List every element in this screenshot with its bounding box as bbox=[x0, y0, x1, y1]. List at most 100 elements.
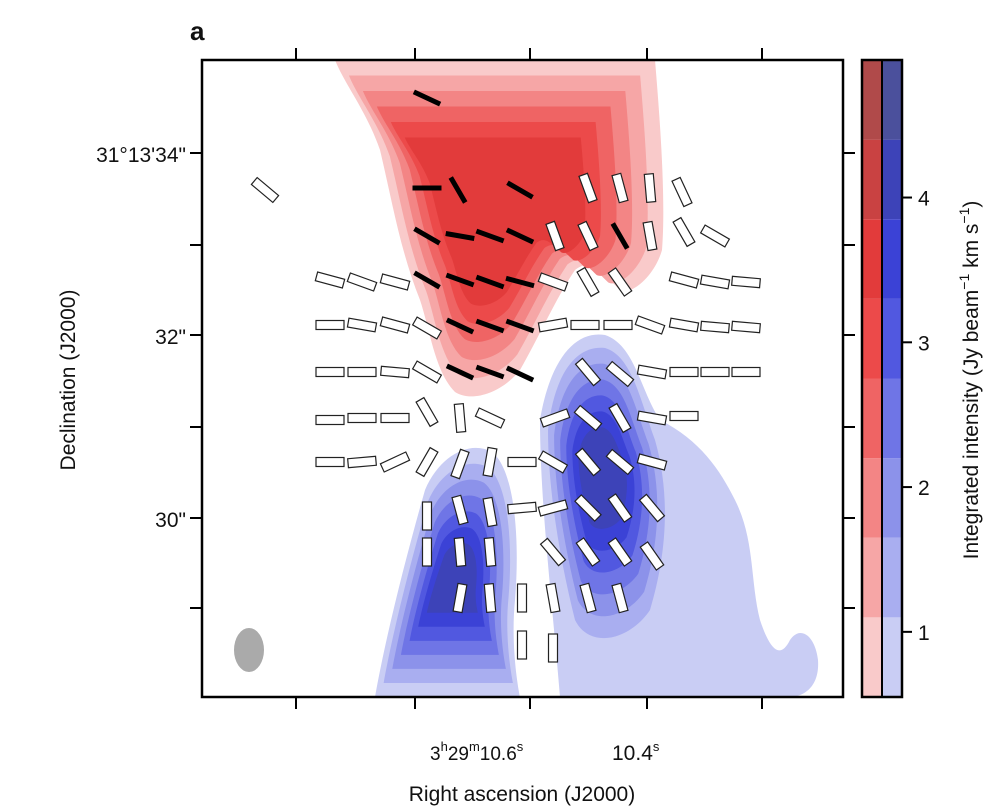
vector bbox=[570, 319, 600, 331]
colorbar-band bbox=[862, 458, 882, 538]
plot-frame bbox=[200, 58, 845, 699]
y-tick-label: 30" bbox=[155, 509, 186, 532]
vector bbox=[668, 271, 700, 289]
vector bbox=[578, 172, 598, 204]
vector bbox=[445, 317, 475, 335]
vector bbox=[315, 414, 345, 426]
vector bbox=[605, 360, 635, 388]
vector bbox=[445, 272, 475, 288]
vector bbox=[639, 541, 665, 571]
vector bbox=[576, 266, 600, 298]
beam bbox=[234, 628, 264, 672]
vector bbox=[379, 273, 411, 291]
colorbar-band bbox=[882, 537, 902, 618]
vector bbox=[450, 448, 470, 480]
vector bbox=[731, 320, 761, 334]
vector bbox=[475, 228, 505, 244]
vector bbox=[482, 446, 498, 478]
colorbar-band bbox=[882, 378, 902, 459]
vector bbox=[413, 226, 441, 246]
vector bbox=[611, 582, 629, 614]
colorbar-band bbox=[862, 298, 882, 379]
vector bbox=[537, 450, 569, 474]
vector bbox=[347, 412, 377, 424]
vector bbox=[607, 267, 633, 297]
vector bbox=[415, 396, 439, 428]
vector bbox=[605, 448, 635, 476]
vector bbox=[250, 176, 280, 204]
vector bbox=[545, 220, 565, 252]
vector bbox=[731, 366, 761, 378]
vector bbox=[574, 357, 602, 387]
vector bbox=[451, 494, 469, 526]
vector bbox=[505, 227, 535, 245]
vector bbox=[346, 317, 378, 333]
vector bbox=[700, 366, 730, 378]
colorbar-band bbox=[882, 617, 902, 697]
vector bbox=[506, 180, 534, 200]
vector bbox=[577, 220, 599, 252]
vector bbox=[315, 319, 345, 331]
x-axis-label: Right ascension (J2000) bbox=[409, 783, 635, 806]
vector bbox=[507, 501, 537, 515]
vector bbox=[539, 408, 571, 428]
vector bbox=[636, 364, 668, 380]
vector bbox=[634, 315, 666, 335]
vector bbox=[412, 89, 442, 107]
vector bbox=[537, 272, 569, 292]
vector bbox=[574, 494, 602, 522]
vector bbox=[482, 496, 498, 528]
vector bbox=[445, 363, 475, 381]
vector bbox=[669, 410, 699, 422]
vector bbox=[669, 366, 699, 378]
vector bbox=[475, 364, 505, 380]
vector bbox=[610, 222, 630, 250]
vector bbox=[505, 365, 535, 383]
y-tick-label: 31°13'34" bbox=[96, 144, 186, 167]
colorbar-band bbox=[862, 139, 882, 220]
vector bbox=[607, 537, 633, 567]
vector bbox=[537, 317, 569, 333]
vector bbox=[539, 537, 567, 567]
vector bbox=[411, 316, 443, 340]
vector bbox=[411, 360, 443, 384]
vector bbox=[483, 583, 497, 613]
vector bbox=[445, 231, 475, 241]
vector bbox=[547, 633, 559, 663]
vector bbox=[516, 630, 528, 660]
vector bbox=[699, 274, 731, 290]
vector bbox=[671, 176, 693, 208]
vector bbox=[421, 537, 433, 567]
vector bbox=[537, 499, 569, 517]
y-tick-label: 32" bbox=[155, 326, 186, 349]
vector bbox=[315, 456, 345, 468]
colorbar: 1 2 3 4 bbox=[860, 58, 930, 699]
vector bbox=[636, 410, 668, 426]
axis-ticks bbox=[190, 48, 855, 709]
vector bbox=[574, 447, 602, 477]
colorbar-tick-label: 3 bbox=[918, 332, 930, 355]
vector bbox=[346, 272, 378, 292]
vector bbox=[475, 274, 505, 290]
vector bbox=[421, 501, 433, 531]
vector bbox=[700, 320, 730, 334]
vector bbox=[453, 403, 467, 433]
vector bbox=[731, 275, 761, 289]
colorbar-band bbox=[882, 458, 902, 538]
colorbar-band bbox=[862, 617, 882, 697]
vector bbox=[379, 451, 411, 473]
vector bbox=[453, 537, 467, 567]
vector bbox=[413, 270, 441, 290]
vector bbox=[638, 493, 666, 523]
vector bbox=[379, 316, 411, 334]
vector bbox=[636, 453, 668, 471]
colorbar-tick-label: 4 bbox=[918, 188, 930, 211]
vector bbox=[314, 271, 346, 289]
vector bbox=[575, 537, 601, 567]
vector bbox=[642, 220, 658, 252]
x-tick-label: 3h29m10.6s bbox=[430, 739, 524, 765]
vector bbox=[415, 446, 439, 478]
intensity-map bbox=[335, 60, 819, 697]
colorbar-tick-label: 1 bbox=[918, 622, 930, 645]
